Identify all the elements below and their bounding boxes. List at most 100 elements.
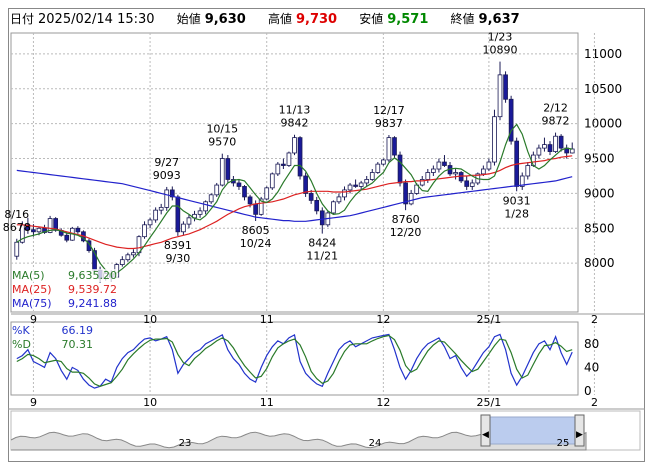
candle-up bbox=[347, 184, 353, 191]
annotation-date: 8760 bbox=[392, 213, 420, 226]
low-label: 安値 bbox=[359, 12, 384, 26]
ma25-line bbox=[16, 155, 573, 250]
open-value: 9,630 bbox=[204, 12, 246, 27]
x-tick-label-stoch: 2 bbox=[591, 396, 598, 409]
candle-up bbox=[336, 196, 342, 203]
navigator-left-handle[interactable] bbox=[480, 414, 491, 447]
candle-up bbox=[208, 194, 214, 203]
candle-up bbox=[186, 217, 192, 225]
candle-down bbox=[53, 218, 59, 231]
candle-up bbox=[519, 175, 525, 187]
legend-ma-value: 9,539.72 bbox=[68, 283, 117, 296]
annotation-price: 12/20 bbox=[390, 226, 422, 239]
candle-up bbox=[492, 116, 497, 163]
x-tick-label-stoch: 10 bbox=[143, 396, 157, 409]
legend-ma-value: 9,241.88 bbox=[68, 297, 117, 310]
candle-down bbox=[247, 196, 253, 205]
x-tick-label-stoch: 9 bbox=[30, 396, 37, 409]
annotation-date: 10/15 bbox=[206, 123, 238, 136]
x-tick-label: 12 bbox=[376, 313, 390, 326]
navigator-year-label: 24 bbox=[369, 438, 382, 449]
candle-down bbox=[25, 224, 31, 231]
candle-up bbox=[197, 210, 203, 215]
candle-up bbox=[119, 259, 125, 265]
x-tick-label-stoch: 12 bbox=[376, 396, 390, 409]
legend-ma-name: MA(25) bbox=[12, 283, 52, 296]
nav-right-arrow: ▶ bbox=[576, 430, 583, 440]
close-value: 9,637 bbox=[478, 12, 520, 27]
candle-up bbox=[542, 144, 547, 149]
open-label: 始値 bbox=[176, 12, 201, 26]
candle-up bbox=[286, 152, 292, 166]
y-tick-label: 11000 bbox=[584, 47, 622, 61]
candle-down bbox=[308, 193, 314, 201]
date-value: 2025/02/14 15:30 bbox=[38, 12, 155, 27]
x-tick-label-stoch: 11 bbox=[260, 396, 274, 409]
candle-up bbox=[375, 163, 381, 173]
candle-down bbox=[442, 161, 447, 166]
annotation-price: 9093 bbox=[153, 169, 181, 182]
candle-down bbox=[547, 144, 553, 152]
annotation-price: 9842 bbox=[281, 117, 309, 130]
candle-up bbox=[36, 227, 42, 233]
candle-down bbox=[403, 182, 408, 205]
y-tick-label: 8500 bbox=[584, 221, 615, 235]
y-tick-label: 8000 bbox=[584, 256, 615, 270]
candle-up bbox=[436, 161, 442, 170]
annotation-price: 9837 bbox=[375, 117, 403, 130]
navigator-year-label: 23 bbox=[179, 438, 192, 449]
candle-down bbox=[175, 196, 181, 233]
stoch-d-line bbox=[16, 334, 573, 387]
annotation-price: 10/24 bbox=[240, 237, 272, 250]
candle-up bbox=[486, 161, 492, 170]
candle-down bbox=[253, 203, 258, 215]
legend-stoch-name: %K bbox=[12, 324, 30, 337]
chart-frame bbox=[8, 8, 645, 462]
navigator-right-handle[interactable] bbox=[574, 414, 585, 447]
annotation-date: 9031 bbox=[503, 194, 531, 207]
candle-up bbox=[342, 189, 347, 198]
candle-up bbox=[358, 182, 364, 187]
candle-down bbox=[392, 137, 397, 156]
x-tick-label-stoch: 25/1 bbox=[477, 396, 502, 409]
low-value: 9,571 bbox=[387, 12, 429, 27]
candle-up bbox=[369, 172, 375, 180]
annotation-date: 8/16 bbox=[4, 208, 29, 221]
candle-up bbox=[530, 154, 536, 166]
nav-left-arrow: ◀ bbox=[482, 430, 489, 440]
annotation-price: 10890 bbox=[483, 44, 518, 57]
candle-up bbox=[147, 219, 153, 226]
candle-up bbox=[131, 252, 136, 256]
candle-up bbox=[275, 163, 281, 175]
candle-up bbox=[381, 159, 386, 165]
annotation-price: 1/28 bbox=[504, 207, 529, 220]
stoch-k-line bbox=[16, 333, 573, 389]
candle-up bbox=[408, 193, 414, 205]
candle-up bbox=[431, 168, 436, 173]
annotation-date: 11/13 bbox=[279, 104, 311, 117]
stoch-tick-label: 80 bbox=[584, 337, 599, 351]
candle-up bbox=[331, 201, 336, 214]
candle-up bbox=[47, 218, 53, 233]
high-value: 9,730 bbox=[295, 12, 338, 27]
candle-up bbox=[214, 184, 220, 196]
stoch-tick-label: 40 bbox=[584, 360, 599, 374]
candle-down bbox=[464, 180, 470, 187]
candle-up bbox=[219, 158, 225, 186]
candle-up bbox=[497, 74, 503, 118]
x-tick-label: 10 bbox=[143, 313, 157, 326]
x-tick-label: 2 bbox=[591, 313, 598, 326]
stoch-tick-label: 0 bbox=[584, 384, 592, 398]
candle-down bbox=[297, 137, 303, 177]
y-tick-label: 10500 bbox=[584, 82, 622, 96]
annotation-price: 11/21 bbox=[306, 250, 338, 263]
candle-up bbox=[158, 206, 164, 211]
candle-down bbox=[314, 199, 320, 212]
annotation-date: 8424 bbox=[308, 237, 336, 250]
candle-up bbox=[258, 198, 264, 215]
candle-up bbox=[419, 179, 425, 186]
y-tick-label: 9000 bbox=[584, 186, 615, 200]
annotation-date: 8605 bbox=[242, 224, 270, 237]
candle-down bbox=[75, 227, 81, 233]
